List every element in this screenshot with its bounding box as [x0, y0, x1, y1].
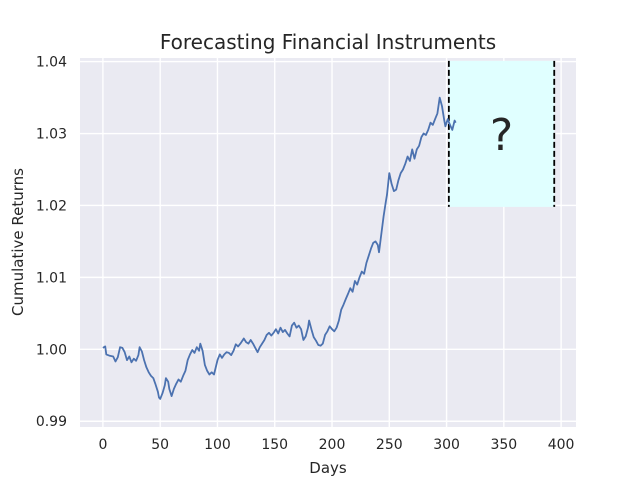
y-tick-label: 0.99 — [36, 414, 67, 430]
y-axis-label: Cumulative Returns — [9, 168, 27, 316]
y-tick-label: 1.03 — [36, 127, 67, 143]
x-tick-label: 250 — [376, 437, 403, 453]
forecast-question-mark: ? — [490, 110, 513, 161]
x-tick-label: 0 — [98, 437, 107, 453]
forecast-region-group: ? — [447, 60, 556, 207]
y-tick-label: 1.01 — [36, 270, 67, 286]
y-tick-labels: 0.99 1.00 1.01 1.02 1.03 1.04 — [36, 55, 67, 431]
x-tick-label: 400 — [548, 437, 575, 453]
x-tick-labels: 0 50 100 150 200 250 300 350 400 — [98, 437, 574, 453]
forecast-region — [448, 60, 555, 207]
series-line — [102, 96, 457, 400]
x-tick-label: 100 — [204, 437, 231, 453]
y-tick-label: 1.04 — [36, 55, 67, 71]
x-tick-label: 300 — [433, 437, 460, 453]
chart-title: Forecasting Financial Instruments — [160, 30, 496, 54]
x-tick-label: 150 — [261, 437, 288, 453]
y-tick-label: 1.00 — [36, 342, 67, 358]
x-tick-label: 50 — [151, 437, 169, 453]
x-tick-label: 350 — [490, 437, 517, 453]
x-tick-label: 200 — [319, 437, 346, 453]
y-tick-label: 1.02 — [36, 198, 67, 214]
x-axis-label: Days — [309, 459, 347, 477]
